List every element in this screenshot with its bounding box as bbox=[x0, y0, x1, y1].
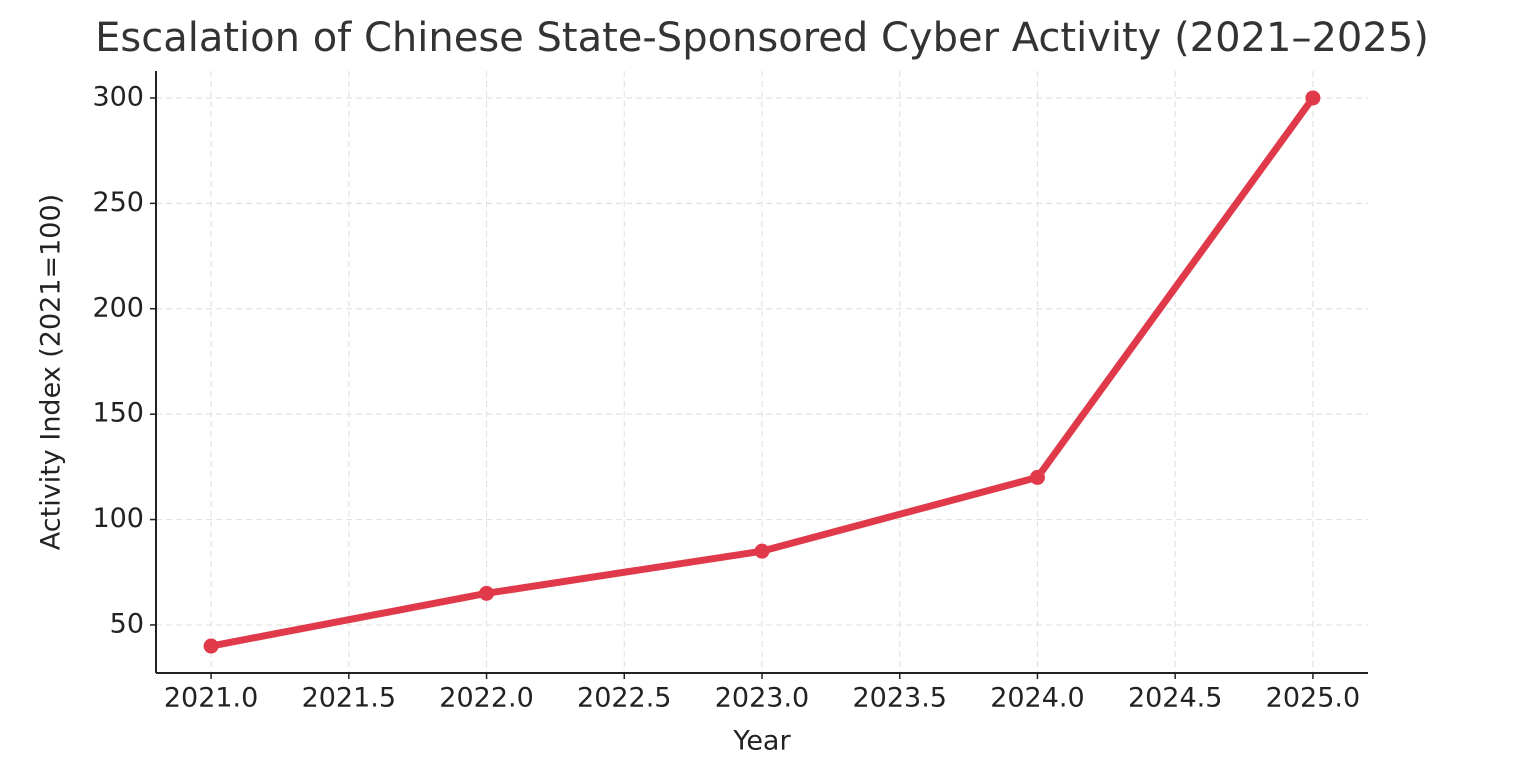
x-axis-label: Year bbox=[732, 726, 791, 757]
x-tick-label: 2022.5 bbox=[577, 683, 671, 714]
y-tick-label: 150 bbox=[92, 398, 144, 429]
y-tick-label: 100 bbox=[92, 503, 144, 534]
y-axis-label: Activity Index (2021=100) bbox=[36, 194, 67, 550]
y-tick-label: 200 bbox=[92, 292, 144, 323]
x-tick-label: 2024.5 bbox=[1128, 683, 1222, 714]
x-tick-label: 2024.0 bbox=[990, 683, 1084, 714]
chart-title: Escalation of Chinese State-Sponsored Cy… bbox=[95, 15, 1429, 61]
y-tick-label: 250 bbox=[92, 187, 144, 218]
x-tick-label: 2021.5 bbox=[302, 683, 396, 714]
data-point bbox=[203, 638, 219, 654]
x-tick-label: 2023.5 bbox=[852, 683, 946, 714]
data-point bbox=[1305, 90, 1321, 106]
y-tick-label: 300 bbox=[92, 81, 144, 112]
x-tick-label: 2022.0 bbox=[439, 683, 533, 714]
data-point bbox=[479, 585, 495, 601]
y-tick-label: 50 bbox=[110, 608, 144, 639]
x-tick-label: 2025.0 bbox=[1266, 683, 1360, 714]
x-tick-label: 2021.0 bbox=[164, 683, 258, 714]
data-point bbox=[1029, 469, 1045, 485]
data-point bbox=[754, 543, 770, 559]
x-tick-label: 2023.0 bbox=[715, 683, 809, 714]
